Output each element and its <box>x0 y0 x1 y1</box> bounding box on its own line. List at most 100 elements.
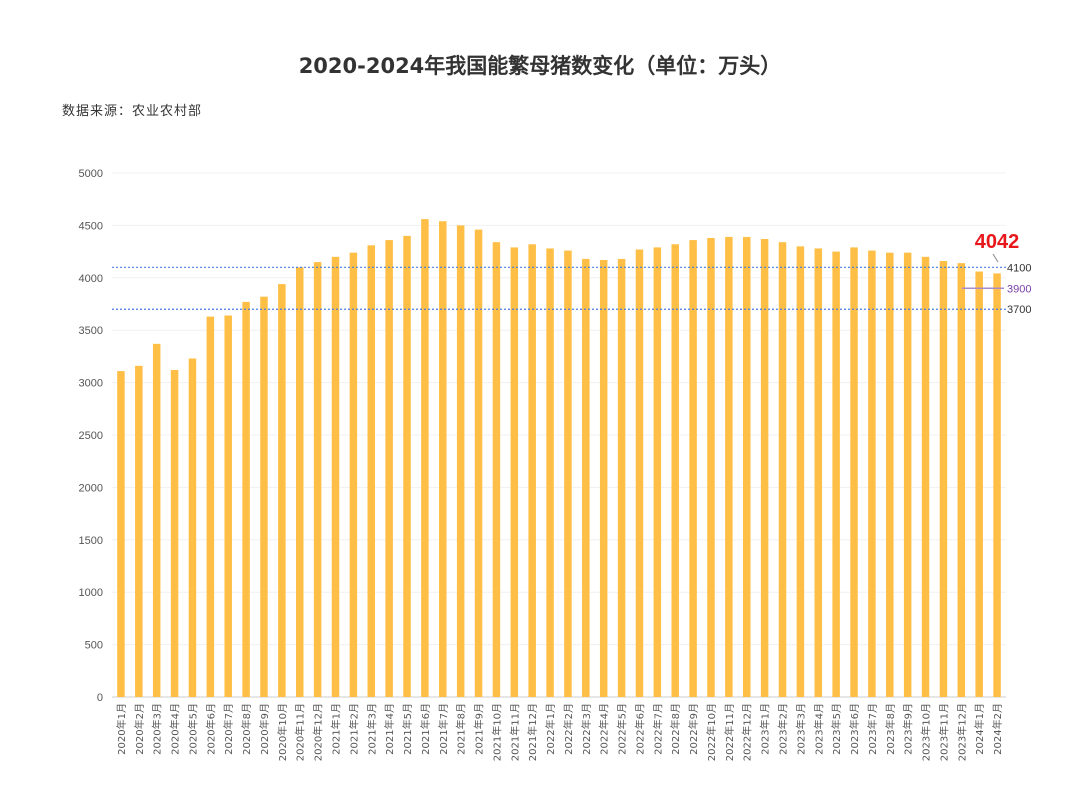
bar <box>671 244 679 697</box>
bar <box>206 316 215 697</box>
bar <box>117 371 125 697</box>
chart-title: 2020-2024年我国能繁母猪数变化（单位：万头） <box>298 54 782 78</box>
x-tick-label: 2023年9月 <box>902 703 915 755</box>
x-tick-label: 2021年4月 <box>383 703 396 755</box>
x-tick-label: 2022年11月 <box>723 703 736 761</box>
bar <box>653 247 662 697</box>
x-tick-label: 2023年7月 <box>866 703 879 755</box>
bar <box>385 240 393 697</box>
x-tick-label: 2021年1月 <box>330 703 343 755</box>
x-tick-label: 2022年10月 <box>705 703 718 761</box>
x-tick-label: 2020年2月 <box>133 703 146 755</box>
x-tick-label: 2023年6月 <box>848 703 861 755</box>
bar <box>796 246 805 698</box>
x-tick-label: 2020年3月 <box>151 703 164 755</box>
y-tick-label: 5000 <box>79 168 103 180</box>
x-tick-label: 2020年4月 <box>169 703 182 755</box>
bar <box>439 221 447 697</box>
y-tick-label: 0 <box>97 692 103 704</box>
x-tick-label: 2023年10月 <box>920 703 933 761</box>
x-tick-label: 2021年2月 <box>347 703 360 755</box>
x-tick-label: 2023年1月 <box>759 703 772 755</box>
x-tick-label: 2022年1月 <box>544 703 557 755</box>
x-tick-label: 2022年5月 <box>616 703 629 755</box>
bar <box>295 267 304 697</box>
bar <box>528 244 536 697</box>
bar <box>814 248 823 697</box>
x-tick-label: 2022年2月 <box>562 703 575 755</box>
bar <box>135 365 143 697</box>
x-tick-label: 2020年9月 <box>258 703 271 755</box>
bar <box>760 239 769 698</box>
bar <box>939 261 948 697</box>
bar <box>188 358 197 697</box>
x-tick-label: 2020年5月 <box>186 703 199 755</box>
bar <box>278 284 286 697</box>
bar <box>349 252 358 697</box>
data-source-note: 数据来源：农业农村部 <box>62 104 203 119</box>
bar <box>599 259 608 697</box>
x-tick-label: 2021年3月 <box>365 703 378 755</box>
bar <box>170 370 179 697</box>
bar <box>725 236 733 698</box>
x-tick-label: 2021年8月 <box>455 703 468 755</box>
bar <box>510 247 519 697</box>
bar <box>492 242 501 697</box>
bar <box>367 245 376 697</box>
bar <box>313 262 322 697</box>
bar <box>742 236 751 698</box>
x-tick-label: 2023年3月 <box>794 703 807 755</box>
x-tick-label: 2021年12月 <box>526 703 539 761</box>
y-tick-label: 3000 <box>79 378 103 390</box>
bar <box>152 343 161 697</box>
reference-label-3900: 3900 <box>1007 283 1031 295</box>
reference-label-4100: 4100 <box>1007 262 1031 274</box>
bar <box>707 237 715 697</box>
x-tick-label: 2020年10月 <box>276 703 289 761</box>
x-tick-label: 2022年3月 <box>580 703 593 755</box>
bar <box>546 248 554 697</box>
x-tick-label: 2021年6月 <box>419 703 432 755</box>
x-tick-label: 2023年2月 <box>777 703 790 755</box>
x-tick-label: 2023年11月 <box>937 703 950 761</box>
bar <box>421 219 429 697</box>
x-tick-label: 2021年9月 <box>473 703 486 755</box>
x-tick-label: 2024年2月 <box>991 703 1004 755</box>
bar <box>474 229 483 698</box>
bar <box>975 271 983 697</box>
bar <box>224 315 232 697</box>
y-tick-label: 2500 <box>79 430 103 442</box>
x-tick-label: 2021年7月 <box>437 703 450 755</box>
bar <box>564 250 572 697</box>
x-tick-label: 2024年1月 <box>973 703 986 755</box>
y-tick-label: 4500 <box>79 220 103 232</box>
bar <box>921 256 930 697</box>
x-tick-label: 2020年6月 <box>204 703 217 755</box>
y-tick-label: 1000 <box>79 587 103 599</box>
x-tick-label: 2023年12月 <box>955 703 968 761</box>
bar <box>903 252 912 697</box>
bar <box>850 247 858 697</box>
x-tick-label: 2021年10月 <box>490 703 503 761</box>
bar <box>582 258 590 697</box>
bar <box>868 250 876 697</box>
x-tick-label: 2022年9月 <box>687 703 700 755</box>
bar <box>242 301 250 697</box>
x-tick-label: 2020年11月 <box>294 703 307 761</box>
x-tick-label: 2021年11月 <box>508 703 521 761</box>
bar <box>886 252 894 697</box>
x-tick-label: 2023年4月 <box>812 703 825 755</box>
y-tick-label: 4000 <box>79 273 103 285</box>
y-tick-label: 2000 <box>79 482 103 494</box>
bar <box>260 296 268 697</box>
bar <box>617 258 626 697</box>
x-tick-label: 2022年7月 <box>651 703 664 755</box>
bar <box>331 256 340 697</box>
x-tick-label: 2020年12月 <box>312 703 325 761</box>
x-tick-label: 2022年4月 <box>598 703 611 755</box>
bar <box>957 263 966 697</box>
highlight-pointer <box>992 253 999 263</box>
x-tick-label: 2023年8月 <box>884 703 897 755</box>
x-tick-label: 2022年6月 <box>633 703 646 755</box>
